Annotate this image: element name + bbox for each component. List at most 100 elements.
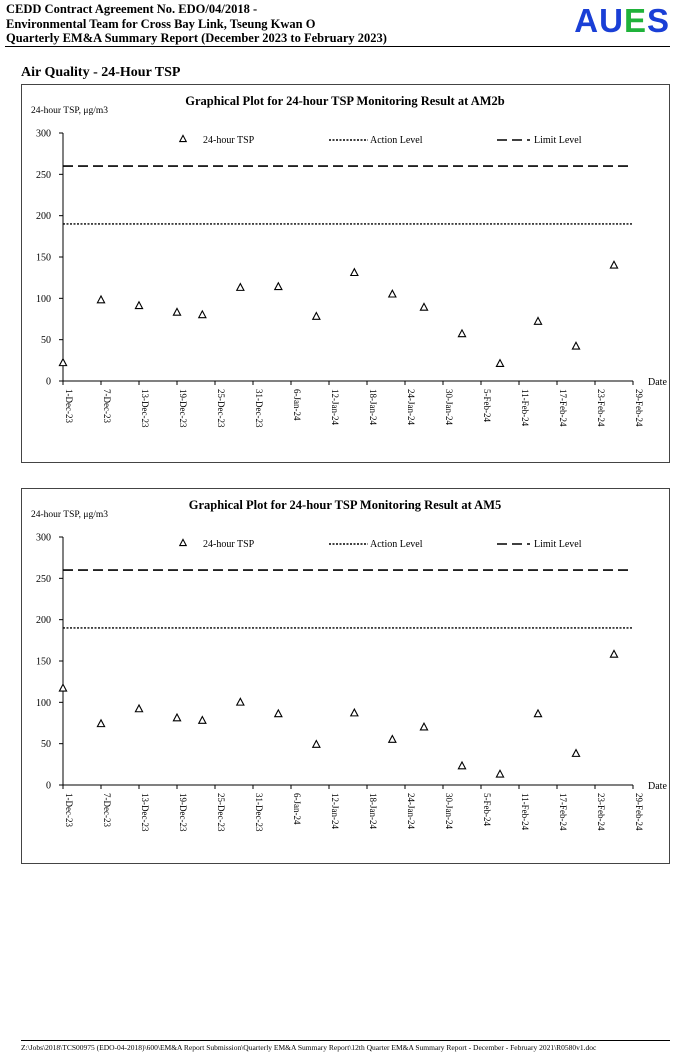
x-tick-label: 18-Jan-24 bbox=[368, 389, 378, 425]
x-tick-label: 19-Dec-23 bbox=[178, 793, 188, 832]
data-point bbox=[235, 282, 245, 291]
legend-label-tsp: 24-hour TSP bbox=[203, 135, 255, 146]
y-tick-label: 50 bbox=[41, 739, 51, 750]
data-point bbox=[311, 311, 321, 320]
x-tick-label: 1-Dec-23 bbox=[64, 793, 74, 827]
x-axis-label: Date bbox=[648, 377, 667, 388]
x-tick-label: 12-Jan-24 bbox=[330, 389, 340, 425]
x-tick-label: 7-Dec-23 bbox=[102, 793, 112, 827]
header-divider bbox=[5, 46, 670, 47]
axes bbox=[62, 133, 633, 382]
x-tick-label: 17-Feb-24 bbox=[558, 389, 568, 427]
data-point bbox=[457, 760, 467, 770]
legend-label-action: Action Level bbox=[370, 135, 423, 146]
data-point bbox=[533, 708, 543, 718]
y-tick-label: 200 bbox=[36, 211, 51, 222]
logo-letter: E bbox=[623, 2, 647, 39]
footer-divider bbox=[21, 1040, 670, 1041]
x-tick-label: 5-Feb-24 bbox=[482, 389, 492, 422]
chart-am2b: Graphical Plot for 24-hour TSP Monitorin… bbox=[21, 84, 670, 463]
x-tick-label: 12-Jan-24 bbox=[330, 793, 340, 829]
data-point bbox=[387, 734, 397, 743]
y-tick-label: 100 bbox=[36, 294, 51, 305]
header-line-2: Environmental Team for Cross Bay Link, T… bbox=[6, 16, 316, 31]
data-point bbox=[349, 267, 359, 277]
legend: 24-hour TSP Action Level Limit Level bbox=[178, 134, 582, 146]
data-point bbox=[495, 358, 505, 367]
chart-title: Graphical Plot for 24-hour TSP Monitorin… bbox=[185, 94, 505, 108]
data-point bbox=[134, 703, 144, 713]
x-tick-label: 31-Dec-23 bbox=[254, 389, 264, 428]
x-tick-label: 13-Dec-23 bbox=[140, 389, 150, 428]
x-tick-label: 13-Dec-23 bbox=[140, 793, 150, 832]
data-point bbox=[58, 357, 68, 367]
chart-svg: Graphical Plot for 24-hour TSP Monitorin… bbox=[31, 94, 667, 428]
chart-svg: Graphical Plot for 24-hour TSP Monitorin… bbox=[31, 498, 667, 832]
footer-file-path: Z:\Jobs\2018\TCS00975 (EDO-04-2018)\600\… bbox=[21, 1043, 597, 1052]
x-tick-label: 11-Feb-24 bbox=[520, 793, 530, 831]
chart-title: Graphical Plot for 24-hour TSP Monitorin… bbox=[189, 498, 502, 512]
legend-label-action: Action Level bbox=[370, 539, 423, 550]
data-point bbox=[571, 341, 581, 350]
x-tick-label: 30-Jan-24 bbox=[444, 389, 454, 425]
x-tick-label: 24-Jan-24 bbox=[406, 389, 416, 425]
data-point bbox=[419, 302, 429, 311]
x-tick-label: 6-Jan-24 bbox=[292, 389, 302, 421]
x-axis-label: Date bbox=[648, 781, 667, 792]
data-point bbox=[419, 721, 429, 731]
x-tick-label: 23-Feb-24 bbox=[596, 389, 606, 427]
data-point bbox=[609, 649, 619, 658]
x-tick-label: 5-Feb-24 bbox=[482, 793, 492, 826]
x-tick-label: 18-Jan-24 bbox=[368, 793, 378, 829]
logo-letter: U bbox=[599, 2, 624, 39]
data-point bbox=[197, 309, 207, 319]
data-point bbox=[273, 708, 283, 718]
x-tick-label: 24-Jan-24 bbox=[406, 793, 416, 829]
y-axis-label: 24-hour TSP, μg/m3 bbox=[31, 510, 108, 520]
report-header: CEDD Contract Agreement No. EDO/04/2018 … bbox=[6, 2, 387, 46]
data-point bbox=[311, 739, 321, 748]
y-tick-label: 250 bbox=[36, 170, 51, 181]
x-tick-label: 31-Dec-23 bbox=[254, 793, 264, 832]
data-point bbox=[235, 697, 245, 706]
data-point bbox=[571, 748, 581, 757]
y-axis-label: 24-hour TSP, μg/m3 bbox=[31, 106, 108, 116]
header-line-3: Quarterly EM&A Summary Report (December … bbox=[6, 31, 387, 45]
x-tick-label: 29-Feb-24 bbox=[634, 389, 644, 427]
x-tick-label: 29-Feb-24 bbox=[634, 793, 644, 831]
logo-letter: A bbox=[574, 2, 600, 39]
legend-label-tsp: 24-hour TSP bbox=[203, 539, 255, 550]
legend: 24-hour TSP Action Level Limit Level bbox=[178, 538, 582, 550]
data-point bbox=[96, 718, 106, 728]
data-point bbox=[457, 328, 467, 338]
x-tick-label: 1-Dec-23 bbox=[64, 389, 74, 423]
y-tick-label: 100 bbox=[36, 698, 51, 709]
x-tick-label: 17-Feb-24 bbox=[558, 793, 568, 831]
y-tick-label: 0 bbox=[46, 377, 51, 388]
data-point bbox=[134, 300, 144, 310]
data-point bbox=[495, 769, 505, 778]
x-tick-label: 6-Jan-24 bbox=[292, 793, 302, 825]
data-point bbox=[273, 281, 283, 291]
y-tick-label: 200 bbox=[36, 615, 51, 626]
data-point bbox=[387, 289, 397, 298]
x-tick-label: 11-Feb-24 bbox=[520, 389, 530, 427]
legend-label-limit: Limit Level bbox=[534, 135, 582, 146]
legend-label-limit: Limit Level bbox=[534, 539, 582, 550]
chart-am5: Graphical Plot for 24-hour TSP Monitorin… bbox=[21, 488, 670, 864]
x-tick-label: 19-Dec-23 bbox=[178, 389, 188, 428]
y-tick-label: 150 bbox=[36, 657, 51, 668]
x-tick-label: 30-Jan-24 bbox=[444, 793, 454, 829]
data-point bbox=[197, 715, 207, 724]
axes bbox=[62, 537, 633, 786]
x-tick-label: 25-Dec-23 bbox=[216, 389, 226, 428]
data-point bbox=[172, 307, 182, 316]
y-tick-label: 300 bbox=[36, 533, 51, 544]
logo-letter: S bbox=[646, 2, 670, 39]
legend-marker-tsp bbox=[178, 538, 188, 547]
y-tick-label: 300 bbox=[36, 129, 51, 140]
y-tick-label: 50 bbox=[41, 335, 51, 346]
data-point bbox=[172, 712, 182, 722]
data-point bbox=[349, 707, 359, 717]
legend-marker-tsp bbox=[178, 134, 188, 143]
